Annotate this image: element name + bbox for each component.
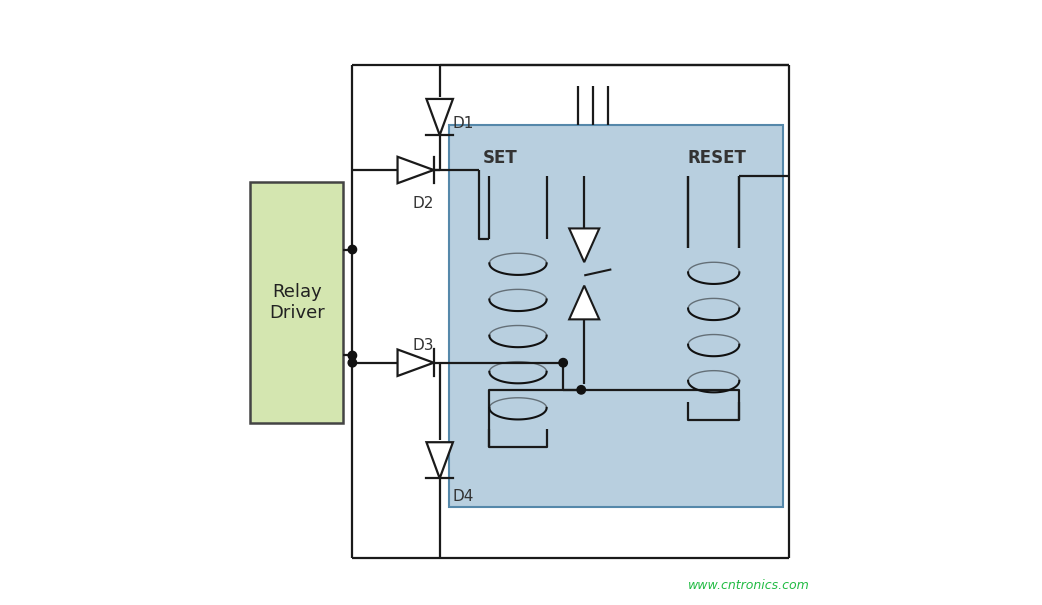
Circle shape — [348, 359, 356, 367]
Text: Relay
Driver: Relay Driver — [269, 283, 324, 322]
Bar — [250, 182, 344, 423]
Polygon shape — [426, 442, 453, 479]
Text: www.cntronics.com: www.cntronics.com — [689, 578, 810, 592]
Polygon shape — [398, 157, 433, 183]
Polygon shape — [569, 229, 599, 262]
Circle shape — [577, 385, 586, 394]
Polygon shape — [426, 99, 453, 135]
Circle shape — [348, 352, 356, 360]
Text: SET: SET — [482, 149, 517, 167]
Circle shape — [348, 245, 356, 253]
Text: D3: D3 — [413, 338, 435, 353]
Text: RESET: RESET — [688, 149, 746, 167]
Text: D4: D4 — [453, 489, 474, 504]
Polygon shape — [398, 350, 433, 376]
Circle shape — [559, 359, 568, 367]
Text: D1: D1 — [453, 116, 474, 131]
Polygon shape — [569, 286, 599, 319]
Text: D2: D2 — [413, 195, 433, 211]
Bar — [449, 125, 783, 507]
